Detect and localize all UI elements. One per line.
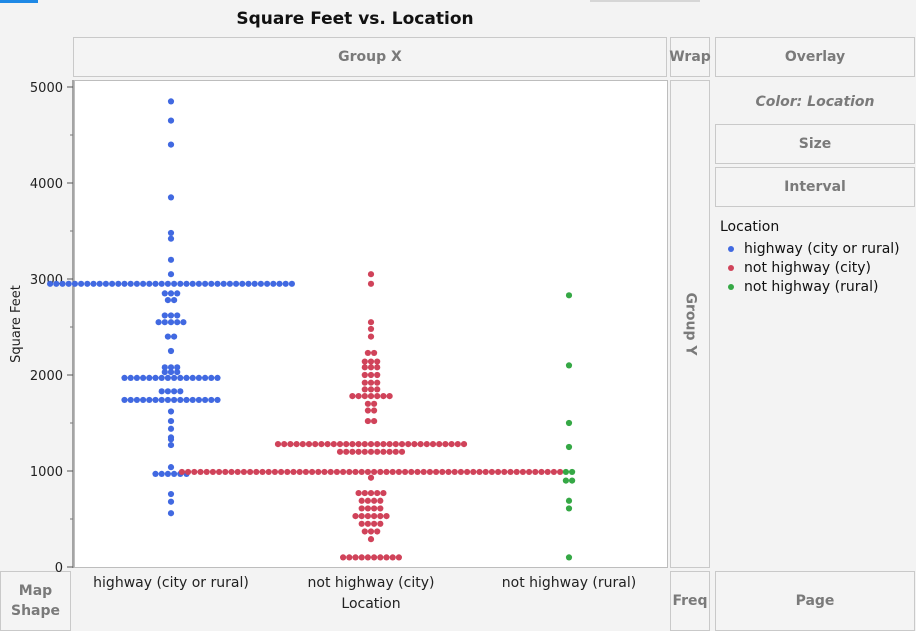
data-point	[59, 280, 66, 287]
x-tick-label: highway (city or rural)	[93, 575, 249, 591]
legend-marker-icon	[728, 245, 734, 252]
y-tick-label: 1000	[30, 465, 63, 480]
size-zone[interactable]: Size	[715, 124, 915, 164]
y-tick-label: 5000	[30, 81, 63, 96]
chart-title: Square Feet vs. Location	[236, 9, 474, 29]
wrap-zone[interactable]: Wrap	[669, 37, 711, 77]
x-axis-label: Location	[341, 596, 400, 612]
legend-item-highway[interactable]: highway (city or rural)	[720, 239, 900, 258]
data-point	[47, 280, 54, 287]
legend-marker-icon	[728, 283, 734, 290]
data-point	[65, 280, 72, 287]
map-shape-label-line1: Map	[18, 583, 53, 599]
group-y-label: Group Y	[682, 292, 699, 356]
y-tick-label: 4000	[30, 177, 63, 192]
legend: Location highway (city or rural) not hig…	[720, 219, 900, 296]
legend-item-not-highway-rural[interactable]: not highway (rural)	[720, 277, 900, 296]
group-y-zone[interactable]: Group Y	[670, 80, 710, 568]
top-divider	[590, 0, 700, 2]
data-point	[53, 280, 60, 287]
plot-area[interactable]	[74, 80, 668, 568]
y-tick-label: 2000	[30, 369, 63, 384]
interval-zone[interactable]: Interval	[715, 167, 915, 207]
legend-item-label: not highway (city)	[744, 259, 871, 276]
color-zone[interactable]: Color: Location	[755, 94, 875, 110]
y-axis-label: Square Feet	[9, 285, 24, 363]
y-tick-label: 3000	[30, 273, 63, 288]
x-tick-label: not highway (rural)	[502, 575, 636, 591]
overlay-zone[interactable]: Overlay	[715, 37, 915, 77]
legend-item-label: not highway (rural)	[744, 278, 879, 295]
map-shape-zone[interactable]: Map Shape	[0, 571, 71, 631]
group-x-zone[interactable]: Group X	[73, 37, 667, 77]
legend-item-label: highway (city or rural)	[744, 240, 900, 257]
x-tick-label: not highway (city)	[308, 575, 435, 591]
top-accent-bar	[0, 0, 38, 3]
legend-title: Location	[720, 219, 780, 235]
legend-item-not-highway-city[interactable]: not highway (city)	[720, 258, 900, 277]
page-zone[interactable]: Page	[715, 571, 915, 631]
map-shape-label-line2: Shape	[10, 603, 60, 619]
freq-zone[interactable]: Freq	[670, 571, 710, 631]
legend-marker-icon	[728, 264, 734, 271]
